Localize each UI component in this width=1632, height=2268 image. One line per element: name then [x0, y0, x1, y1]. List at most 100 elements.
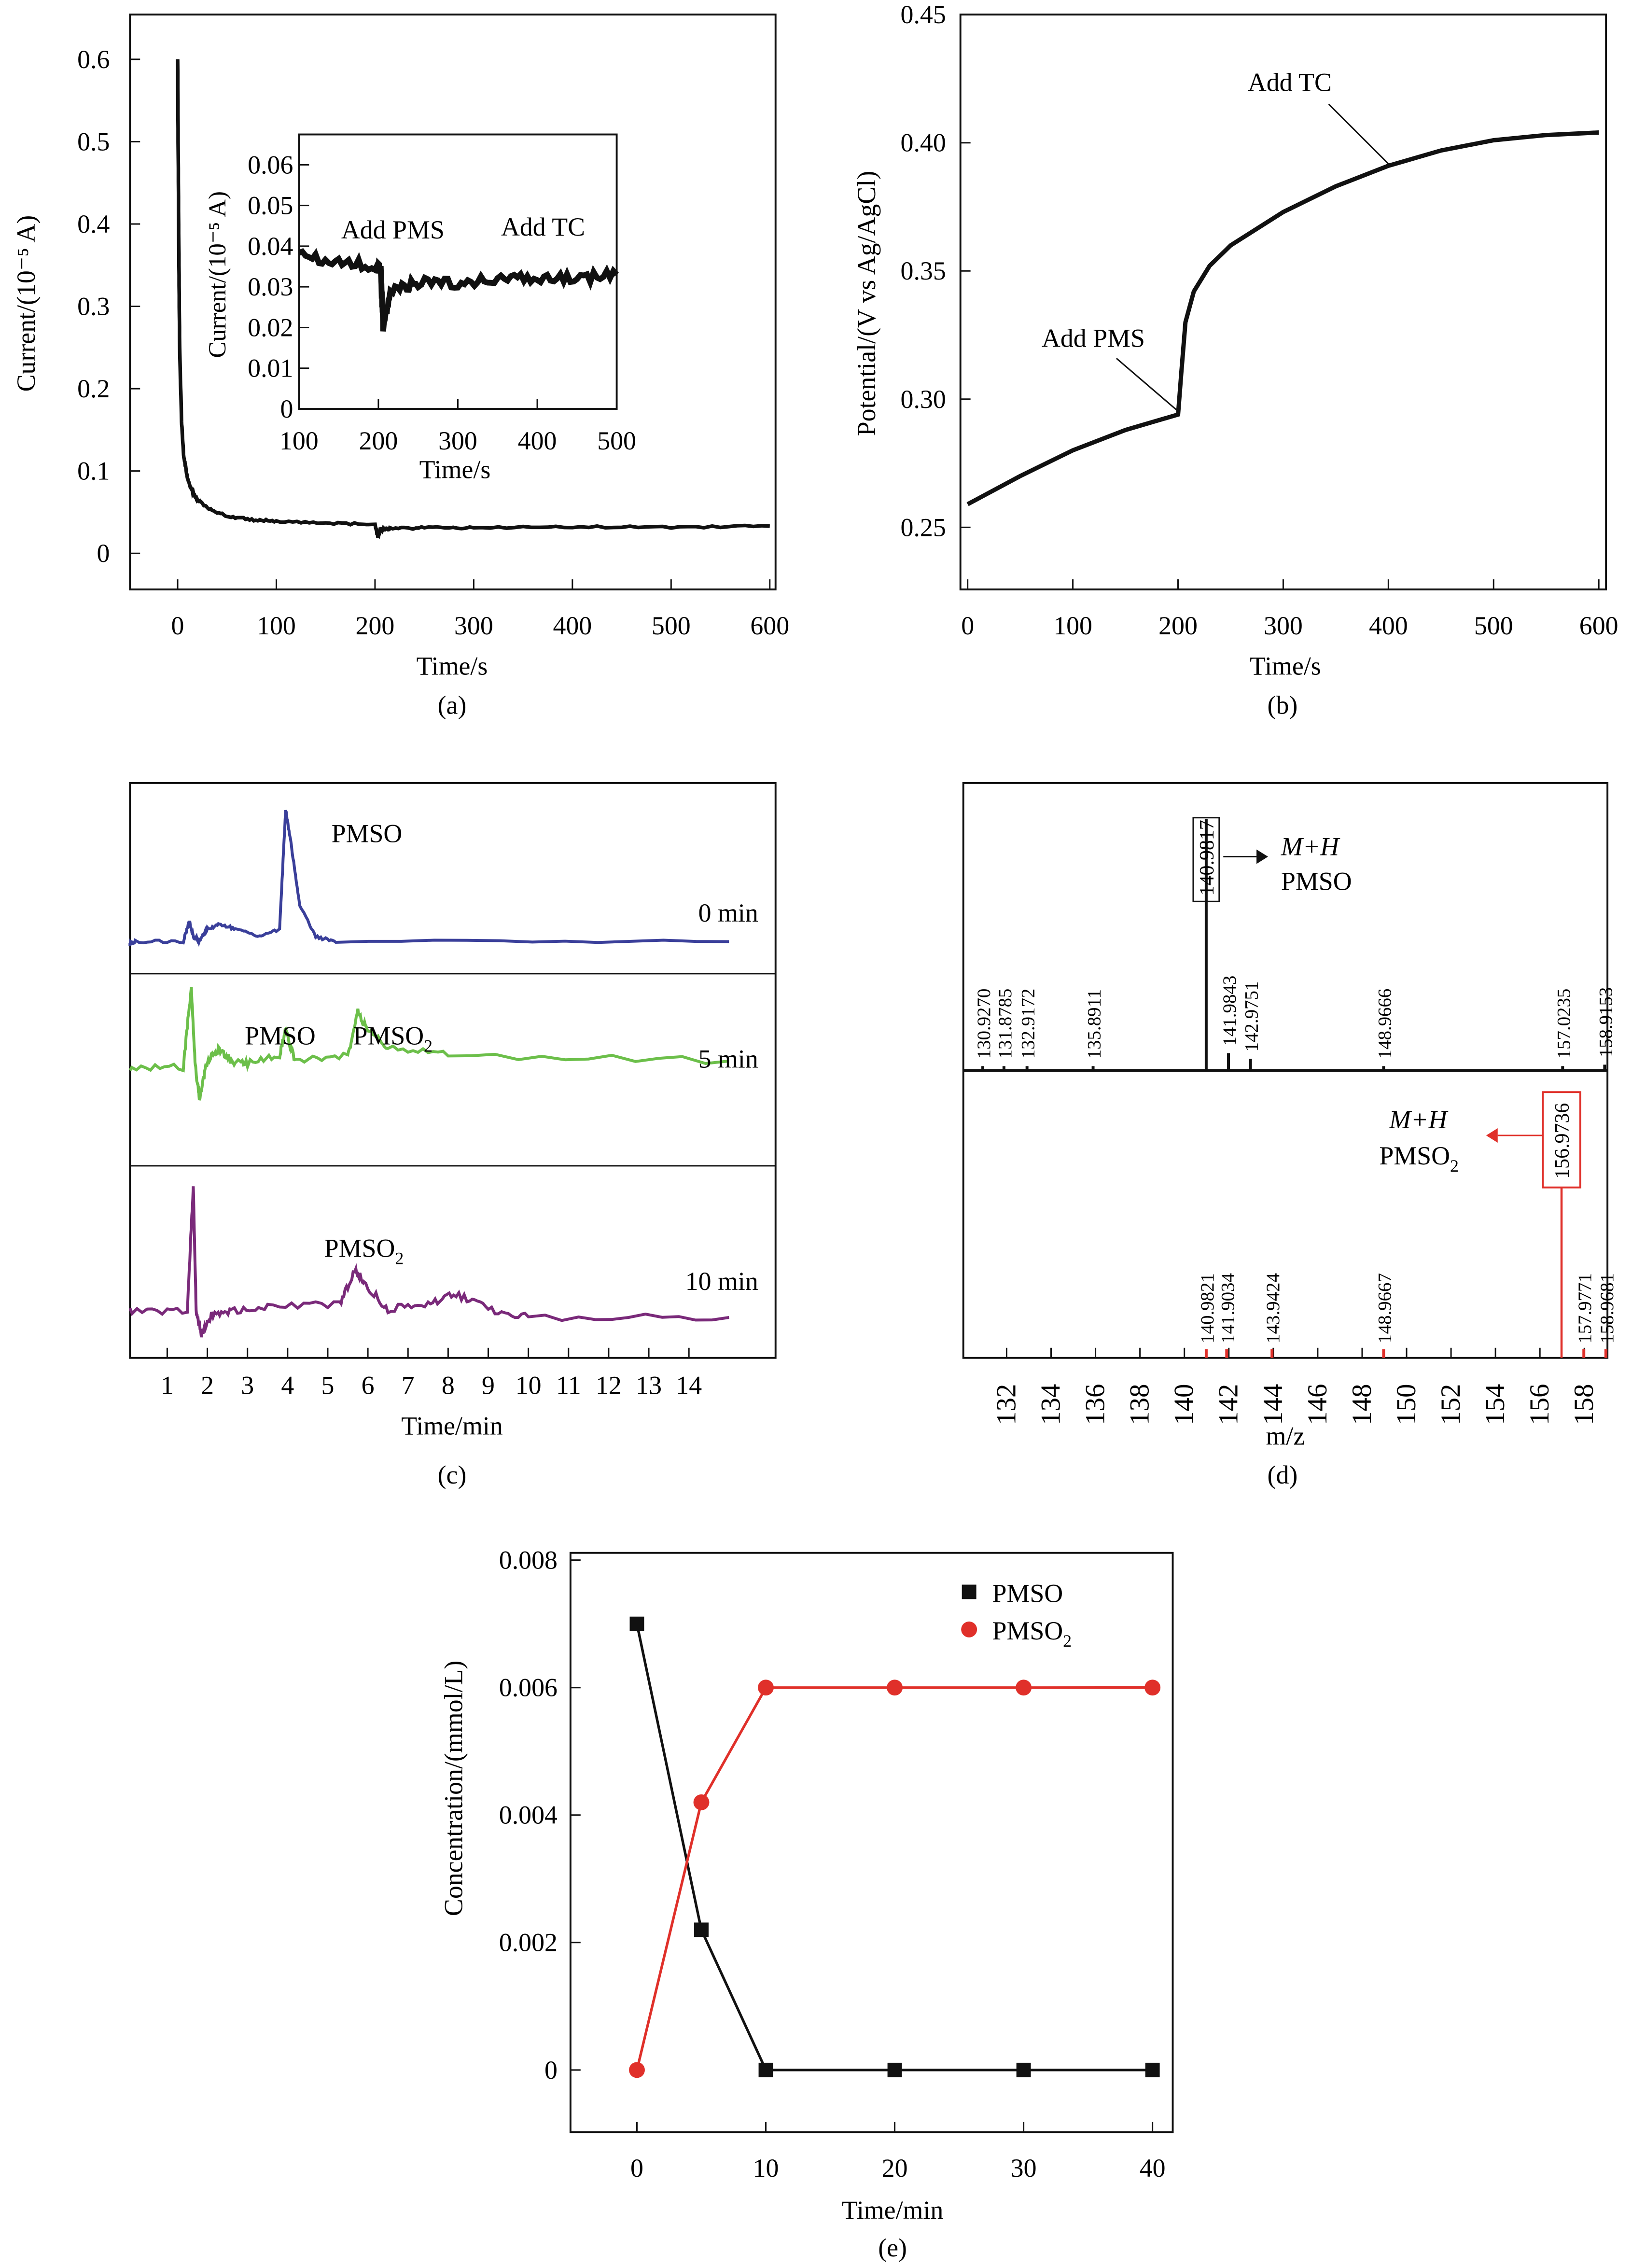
annotation-add-pms: Add PMS: [1042, 323, 1145, 352]
annotation-add-tc: Add TC: [501, 212, 585, 241]
x-tick-label: 100: [1053, 611, 1092, 640]
y-axis-label: Potential/(V vs Ag/AgCl): [852, 171, 881, 436]
y-tick-label: 0: [544, 2056, 558, 2085]
inset-current-trace: [299, 252, 616, 331]
peak-mz-label: 148.9667: [1374, 1273, 1395, 1344]
inset-x-axis-label: Time/s: [419, 455, 491, 484]
peak-mz-label: 157.0235: [1553, 989, 1574, 1059]
x-tick-label: 4: [281, 1371, 294, 1400]
x-tick-label: 156: [1524, 1384, 1555, 1425]
peak-mz-label: 157.9771: [1575, 1273, 1595, 1344]
annotation-pmso2: PMSO2: [1379, 1141, 1459, 1176]
boxed-peak-label: 156.9736: [1551, 1103, 1574, 1179]
x-tick-label: 600: [750, 611, 789, 640]
x-tick-label: 0: [171, 611, 184, 640]
peak-mz-label: 141.9843: [1219, 976, 1240, 1046]
x-tick-label: 10: [516, 1371, 542, 1400]
y-tick-label: 0.40: [901, 128, 946, 157]
trace-time-label: 5 min: [698, 1044, 758, 1073]
x-tick-label: 2: [201, 1371, 214, 1400]
legend-label-pmso: PMSO: [992, 1579, 1063, 1608]
x-tick-label: 14: [676, 1371, 702, 1400]
peak-mz-label: 158.9681: [1597, 1273, 1618, 1344]
x-tick-label: 0: [630, 2154, 643, 2183]
x-tick-label: 142: [1214, 1384, 1244, 1425]
inset-y-tick-label: 0.01: [248, 354, 293, 383]
x-tick-label: 20: [882, 2154, 908, 2183]
legend-marker-pmso: [962, 1585, 976, 1599]
peak-mz-label: 132.9172: [1018, 989, 1039, 1059]
y-tick-label: 0.008: [499, 1546, 558, 1575]
x-tick-label: 5: [321, 1371, 335, 1400]
x-tick-label: 400: [1369, 611, 1408, 640]
legend-label-pmso2: PMSO2: [992, 1616, 1072, 1651]
peak-mz-label: 142.9751: [1241, 981, 1262, 1052]
data-point-pmso2: [1144, 1680, 1160, 1695]
data-point-pmso2: [629, 2062, 645, 2078]
x-tick-label: 600: [1579, 611, 1618, 640]
x-axis-label: m/z: [1266, 1421, 1305, 1450]
chromatogram-trace: [130, 1186, 729, 1337]
inset-x-tick-label: 500: [597, 426, 636, 455]
pointer-line: [1116, 358, 1177, 410]
inset-x-tick-label: 300: [438, 426, 477, 455]
x-tick-label: 1: [161, 1371, 174, 1400]
panel-label: (a): [438, 690, 467, 719]
peak-label-pmso2: PMSO2: [324, 1233, 404, 1268]
inset-y-tick-label: 0.05: [248, 191, 293, 220]
x-tick-label: 500: [1474, 611, 1513, 640]
y-tick-label: 0.004: [499, 1801, 558, 1830]
x-tick-label: 8: [442, 1371, 455, 1400]
arrow-head: [1256, 850, 1268, 864]
x-tick-label: 200: [356, 611, 395, 640]
peak-label-pmso: PMSO: [332, 819, 403, 848]
x-tick-label: 144: [1258, 1384, 1288, 1425]
x-axis-label: Time/min: [401, 1411, 503, 1440]
y-tick-label: 0.1: [77, 457, 110, 486]
x-axis-label: Time/min: [842, 2196, 944, 2225]
y-axis-label: Current/(10⁻⁵ A): [12, 215, 41, 392]
x-tick-label: 10: [753, 2154, 779, 2183]
x-tick-label: 140: [1169, 1384, 1200, 1425]
data-point-pmso: [630, 1617, 644, 1631]
panel-b-frame: [961, 14, 1606, 589]
x-tick-label: 13: [636, 1371, 662, 1400]
trace-time-label: 0 min: [698, 898, 758, 927]
y-tick-label: 0.4: [77, 210, 110, 238]
data-point-pmso2: [887, 1680, 903, 1695]
x-tick-label: 300: [454, 611, 493, 640]
series-line-1: [637, 1688, 1152, 2070]
inset-y-tick-label: 0.02: [248, 313, 293, 342]
peak-mz-label: 143.9424: [1263, 1273, 1283, 1344]
x-tick-label: 150: [1391, 1384, 1422, 1425]
x-tick-label: 40: [1140, 2154, 1166, 2183]
y-tick-label: 0.30: [901, 385, 946, 414]
inset-x-tick-label: 400: [518, 426, 557, 455]
inset-y-axis-label: Current/(10⁻⁵ A): [204, 191, 231, 358]
x-tick-label: 11: [556, 1371, 581, 1400]
x-tick-label: 154: [1480, 1384, 1510, 1425]
panel-e-frame: [571, 1553, 1173, 2132]
pointer-line: [1329, 104, 1390, 165]
x-tick-label: 300: [1264, 611, 1303, 640]
chromatogram-trace: [130, 810, 729, 946]
y-tick-label: 0.6: [77, 45, 110, 74]
data-point-pmso: [694, 1922, 709, 1937]
arrow-head: [1486, 1128, 1498, 1143]
y-tick-label: 0.25: [901, 513, 946, 542]
y-axis-label: Concentration/(mmol/L): [439, 1661, 468, 1916]
boxed-peak-label: 140.9817: [1196, 820, 1218, 896]
x-axis-label: Time/s: [1250, 652, 1321, 681]
x-tick-label: 500: [652, 611, 691, 640]
data-point-pmso: [1145, 2063, 1160, 2077]
data-point-pmso: [759, 2063, 773, 2077]
data-point-pmso2: [1016, 1680, 1032, 1695]
inset-x-tick-label: 200: [359, 426, 398, 455]
x-axis-label: Time/s: [417, 652, 488, 681]
y-tick-label: 0.3: [77, 292, 110, 321]
annotation-add-tc: Add TC: [1248, 68, 1332, 97]
x-tick-label: 30: [1011, 2154, 1037, 2183]
x-tick-label: 146: [1302, 1384, 1333, 1425]
peak-mz-label: 140.9821: [1197, 1273, 1218, 1344]
panel-label: (b): [1268, 690, 1298, 719]
